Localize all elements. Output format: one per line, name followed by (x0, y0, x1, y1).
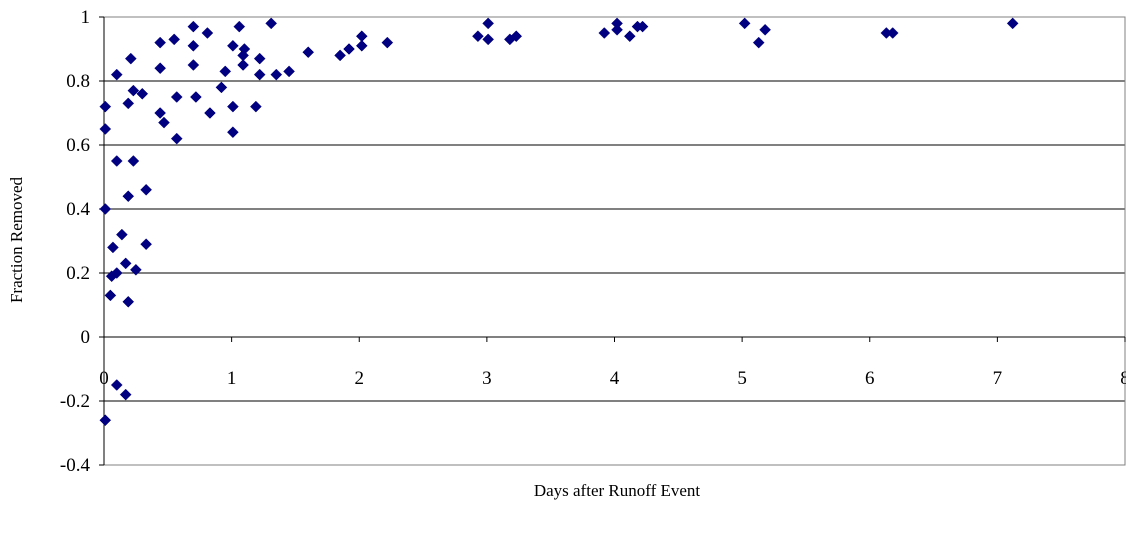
data-point (611, 23, 623, 36)
y-axis-tick-labels: -0.4 -0.2 0 0.2 0.4 0.6 0.8 1 (60, 7, 91, 476)
data-point (104, 289, 117, 302)
data-point (110, 68, 123, 81)
data-point (187, 20, 200, 33)
x-tick-label: 2 (355, 368, 365, 389)
data-point (158, 116, 170, 129)
data-point (110, 267, 123, 279)
data-point (238, 43, 251, 55)
data-point (140, 238, 152, 251)
data-point (168, 33, 181, 46)
data-point (250, 100, 262, 113)
x-tick-label: 3 (482, 368, 492, 389)
data-point (759, 23, 771, 36)
data-point (343, 43, 355, 55)
data-point (233, 20, 246, 33)
y-tick-label: 0.4 (66, 199, 90, 220)
x-tick-label: 7 (993, 368, 1003, 389)
data-point (227, 39, 239, 52)
x-axis-ticks (103, 337, 1126, 342)
data-point (107, 241, 119, 254)
data-point (122, 295, 135, 308)
data-point (110, 155, 123, 167)
data-point (204, 107, 216, 119)
data-point (253, 52, 266, 65)
y-tick-label: 0.6 (66, 135, 90, 156)
data-point (170, 91, 183, 103)
data-point (598, 27, 611, 39)
data-point (201, 27, 214, 39)
data-point (381, 36, 394, 49)
data-point (122, 190, 135, 203)
data-points (99, 17, 1019, 427)
data-point (482, 17, 495, 30)
data-point (752, 36, 765, 49)
data-point (190, 91, 202, 103)
y-tick-label: 0.8 (66, 71, 90, 92)
y-axis-title: Fraction Removed (7, 176, 26, 303)
y-tick-label: 1 (81, 7, 91, 28)
data-point (119, 388, 132, 401)
data-point (636, 20, 649, 33)
data-point (154, 62, 167, 75)
data-point (253, 68, 266, 81)
data-point (99, 414, 112, 427)
data-point (215, 81, 228, 94)
x-axis-title: Days after Runoff Event (534, 481, 701, 500)
data-point (99, 100, 112, 113)
data-point (219, 65, 232, 78)
data-point (154, 107, 167, 119)
data-point (265, 17, 278, 30)
data-point (482, 33, 495, 46)
data-point (99, 203, 112, 215)
data-point (1006, 17, 1019, 30)
data-point (127, 84, 140, 97)
data-point (237, 59, 249, 71)
data-point (886, 27, 899, 39)
x-tick-label: 8 (1120, 368, 1126, 389)
data-point (127, 155, 140, 167)
x-tick-label: 0 (99, 368, 109, 389)
y-tick-label: -0.2 (60, 391, 90, 412)
y-axis-ticks (99, 16, 104, 466)
data-point (227, 126, 239, 139)
x-tick-label: 5 (737, 368, 747, 389)
data-point (283, 65, 295, 78)
data-point (623, 30, 636, 43)
y-tick-label: -0.4 (60, 455, 91, 476)
x-axis-tick-labels: 0 1 2 3 4 5 6 7 8 (99, 368, 1126, 389)
y-tick-label: 0.2 (66, 263, 90, 284)
x-tick-label: 1 (227, 368, 237, 389)
data-point (124, 52, 137, 65)
data-point (738, 17, 751, 30)
data-point (116, 228, 128, 241)
data-point (130, 263, 142, 276)
x-tick-label: 4 (610, 368, 620, 389)
data-point (510, 30, 523, 43)
data-point (355, 39, 368, 52)
data-point (187, 59, 200, 71)
y-tick-label: 0 (81, 327, 91, 348)
data-point (334, 49, 346, 62)
data-point (136, 87, 149, 100)
data-point (472, 30, 484, 43)
data-point (154, 36, 167, 49)
data-point (119, 257, 132, 270)
data-point (270, 68, 283, 81)
data-point (140, 183, 152, 196)
data-point (122, 97, 135, 110)
data-point (99, 123, 112, 135)
data-point (227, 100, 239, 113)
data-point (110, 379, 123, 391)
x-tick-label: 6 (865, 368, 875, 389)
data-point (302, 46, 315, 59)
plot-area (103, 16, 1126, 466)
data-point (187, 39, 200, 52)
data-point (170, 132, 183, 145)
